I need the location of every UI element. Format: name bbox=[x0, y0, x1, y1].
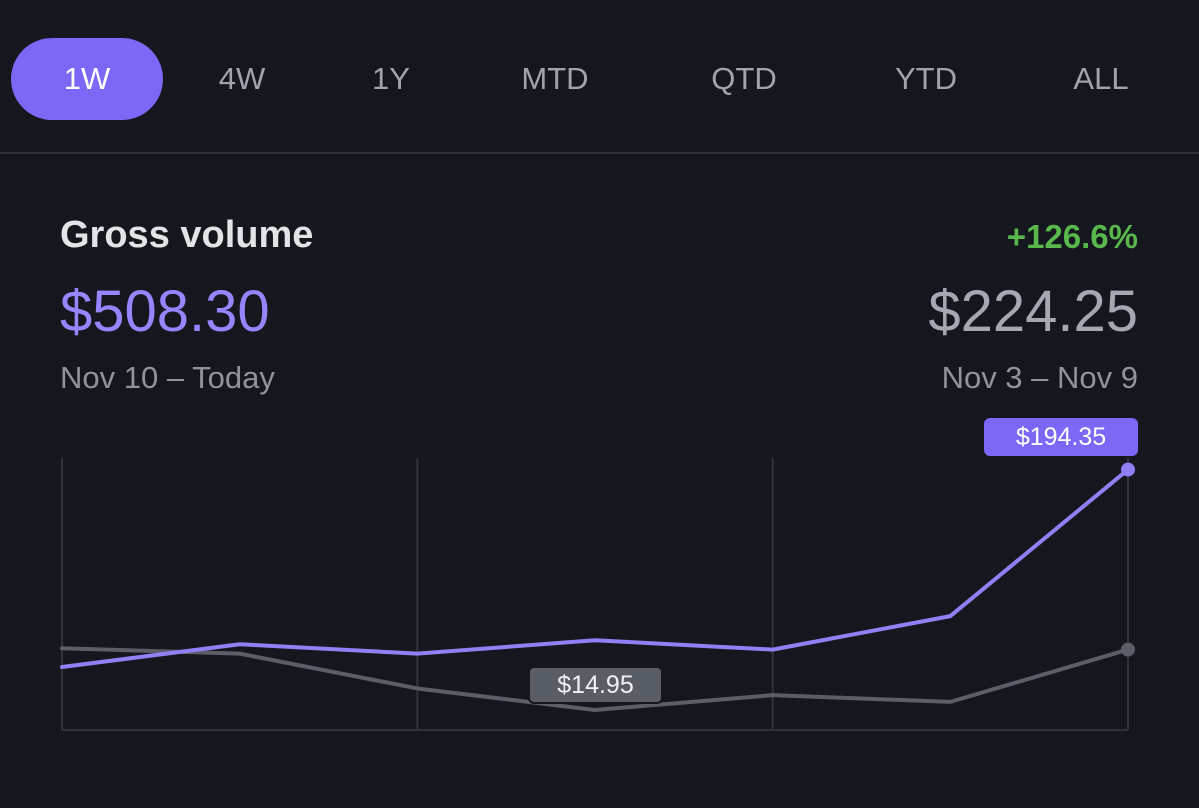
tab-4w[interactable]: 4W bbox=[218, 61, 266, 96]
previous-period-value: $224.25 bbox=[928, 279, 1138, 344]
current-period-range: Nov 10 – Today bbox=[60, 360, 275, 395]
previous-series-tooltip: $14.95 bbox=[528, 666, 663, 704]
tab-all[interactable]: ALL bbox=[1073, 61, 1129, 96]
current-period-end-point bbox=[1121, 462, 1135, 477]
current-series-tooltip: $194.35 bbox=[984, 418, 1138, 456]
previous-period-line bbox=[60, 646, 1130, 712]
current-period-line bbox=[60, 467, 1130, 670]
current-period-value: $508.30 bbox=[60, 279, 270, 344]
tab-1w[interactable]: 1W bbox=[11, 38, 163, 120]
tab-qtd[interactable]: QTD bbox=[711, 61, 777, 96]
period-tabs: 1W 4W 1Y MTD QTD YTD ALL bbox=[0, 0, 1199, 155]
tabs-divider bbox=[0, 152, 1199, 154]
metric-title: Gross volume bbox=[60, 214, 314, 256]
previous-period-range: Nov 3 – Nov 9 bbox=[941, 360, 1138, 395]
change-percentage: +126.6% bbox=[1006, 218, 1138, 255]
previous-period-end-point bbox=[1121, 642, 1135, 657]
tab-1y[interactable]: 1Y bbox=[372, 61, 410, 96]
tab-mtd[interactable]: MTD bbox=[521, 61, 589, 96]
volume-line-chart[interactable] bbox=[0, 400, 1199, 760]
tab-ytd[interactable]: YTD bbox=[895, 61, 957, 96]
